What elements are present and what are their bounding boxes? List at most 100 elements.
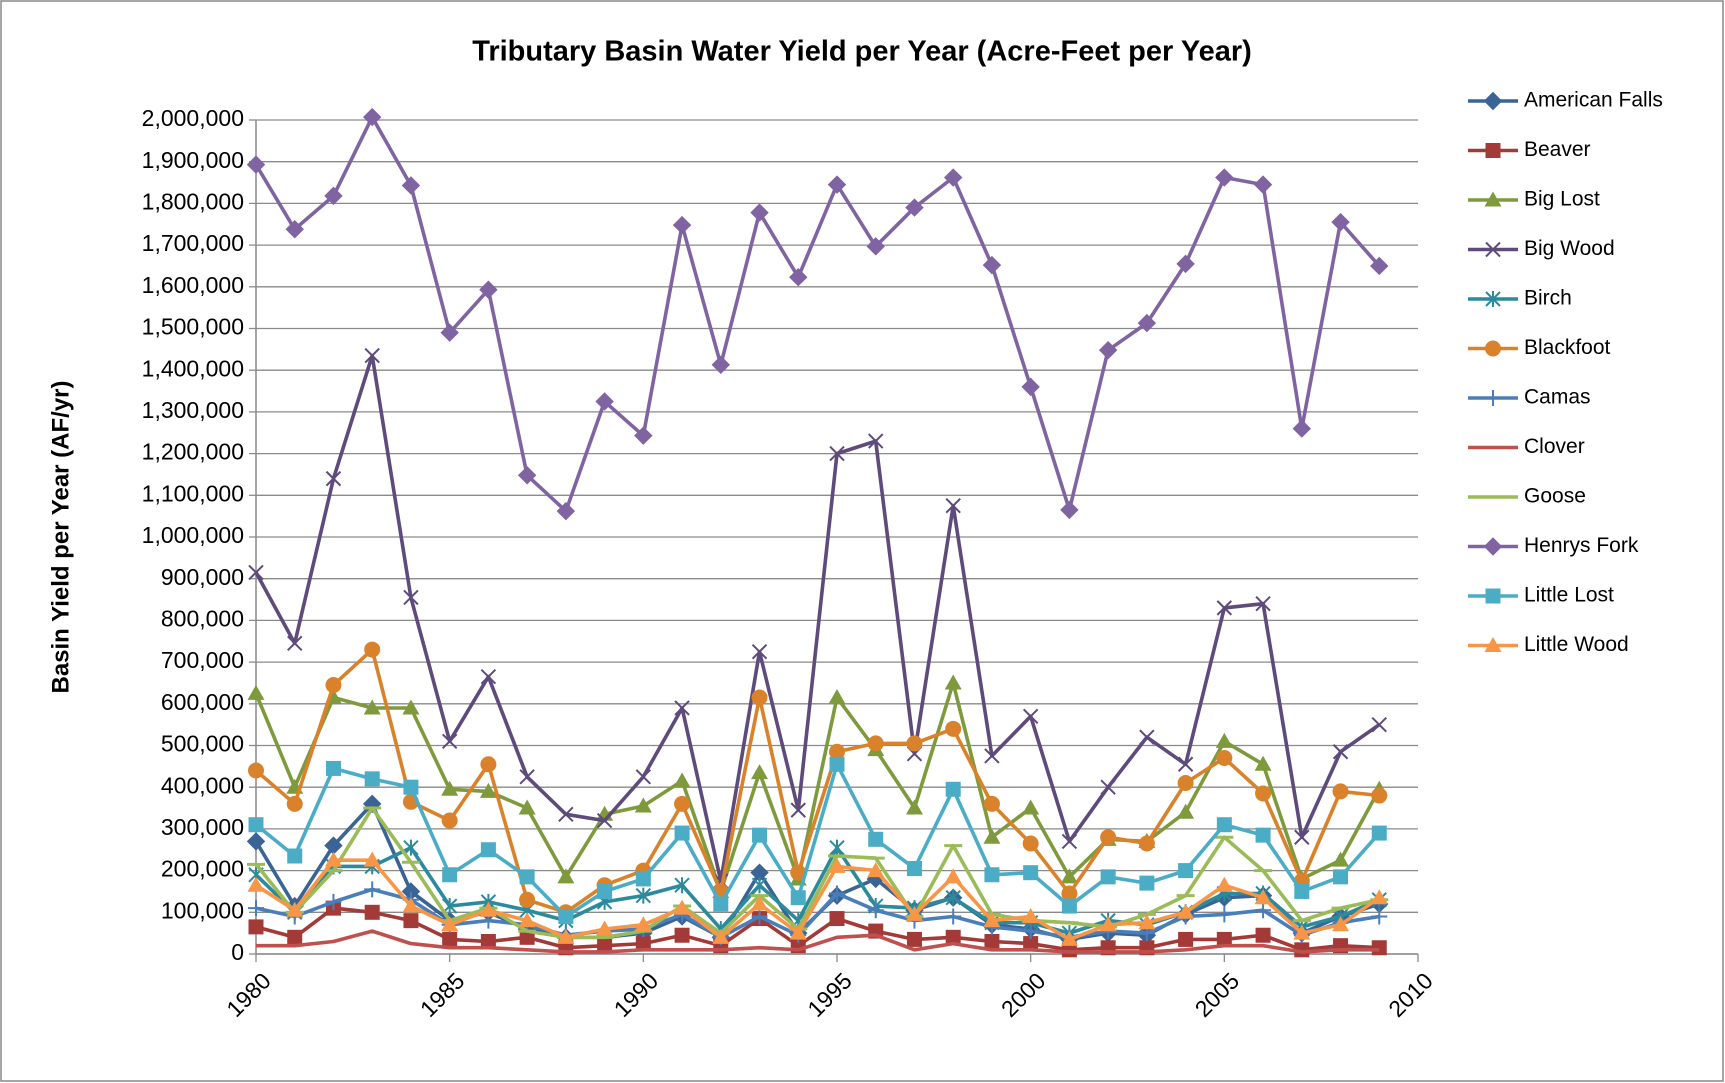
data-point — [403, 839, 419, 856]
series-line — [255, 858, 1381, 942]
data-point — [982, 255, 1002, 275]
data-point — [829, 743, 845, 760]
data-point — [945, 781, 961, 797]
data-point — [829, 885, 845, 902]
series-line — [254, 115, 1381, 513]
data-point — [750, 203, 769, 222]
y-tick-label: 1,500,000 — [142, 314, 244, 340]
marker — [1484, 191, 1502, 207]
data-point — [1177, 756, 1194, 772]
data-point — [248, 564, 264, 581]
y-tick-label: 900,000 — [161, 564, 244, 590]
data-point — [248, 900, 264, 917]
data-point — [1371, 716, 1387, 733]
data-point — [1138, 835, 1155, 852]
y-tick-label: 600,000 — [161, 689, 244, 715]
data-point — [362, 107, 382, 127]
data-point — [634, 916, 652, 932]
data-point — [867, 902, 884, 919]
data-point — [866, 237, 885, 256]
data-point — [1021, 377, 1040, 397]
series — [248, 347, 1387, 889]
marker — [1485, 340, 1501, 357]
marker — [1484, 637, 1502, 652]
data-point — [403, 913, 419, 929]
data-point — [634, 797, 652, 813]
data-point — [867, 735, 884, 752]
legend-label: Clover — [1524, 435, 1585, 458]
legend-label: Goose — [1524, 485, 1586, 508]
data-point — [1332, 916, 1350, 932]
data-point — [944, 868, 962, 884]
series — [248, 756, 1387, 924]
data-point — [287, 635, 303, 652]
data-point — [558, 806, 574, 823]
data-point — [1216, 600, 1233, 616]
data-point — [828, 689, 846, 705]
data-point — [479, 901, 497, 917]
y-tick-label: 800,000 — [161, 605, 244, 631]
y-tick-label: 1,400,000 — [142, 355, 244, 381]
data-point — [1215, 732, 1233, 748]
data-point — [905, 799, 923, 815]
y-tick-label: 1,000,000 — [142, 522, 244, 548]
data-point — [247, 684, 265, 700]
data-point — [829, 756, 845, 772]
data-point — [1294, 883, 1310, 899]
data-point — [1060, 930, 1078, 946]
legend-label: Henrys Fork — [1524, 534, 1639, 557]
data-point — [1293, 924, 1311, 940]
y-tick-label: 700,000 — [161, 647, 244, 673]
data-point — [363, 699, 381, 715]
data-point — [519, 769, 535, 785]
data-point — [672, 215, 692, 235]
data-point — [595, 392, 614, 411]
y-tick-label: 2,000,000 — [142, 105, 244, 131]
data-point — [751, 689, 768, 706]
series — [247, 851, 1388, 946]
data-point — [557, 928, 575, 944]
data-point — [480, 668, 497, 685]
data-point — [1022, 923, 1039, 940]
marker — [1483, 91, 1503, 111]
data-point — [905, 905, 923, 921]
data-point — [1139, 875, 1155, 891]
data-point — [1022, 907, 1040, 923]
data-point — [519, 929, 535, 945]
data-point — [324, 851, 342, 867]
data-point — [1215, 876, 1233, 892]
data-point — [364, 904, 380, 920]
data-point — [751, 643, 768, 660]
data-point — [1294, 942, 1310, 958]
data-point — [401, 176, 421, 195]
data-point — [1371, 940, 1387, 956]
data-point — [597, 883, 613, 899]
data-point — [285, 220, 304, 239]
data-point — [1178, 931, 1194, 947]
series — [246, 107, 1389, 521]
data-point — [867, 862, 885, 878]
series-line — [254, 806, 1380, 940]
data-point — [441, 812, 458, 829]
data-point — [984, 748, 1000, 764]
data-point — [1370, 256, 1389, 276]
data-point — [868, 831, 884, 847]
data-point — [1099, 916, 1117, 932]
data-point — [943, 168, 963, 187]
y-tick-label: 1,900,000 — [142, 147, 244, 173]
data-point — [518, 799, 536, 815]
data-point — [287, 848, 303, 864]
data-point — [1254, 889, 1272, 905]
data-point — [442, 867, 458, 883]
data-point — [1332, 851, 1350, 867]
y-tick-label: 100,000 — [161, 897, 244, 923]
data-point — [790, 864, 807, 881]
data-point — [1177, 903, 1195, 919]
data-point — [286, 901, 304, 917]
data-point — [983, 795, 1000, 812]
marker — [1483, 537, 1503, 556]
data-point — [829, 445, 845, 462]
legend-label: Little Wood — [1524, 633, 1629, 656]
